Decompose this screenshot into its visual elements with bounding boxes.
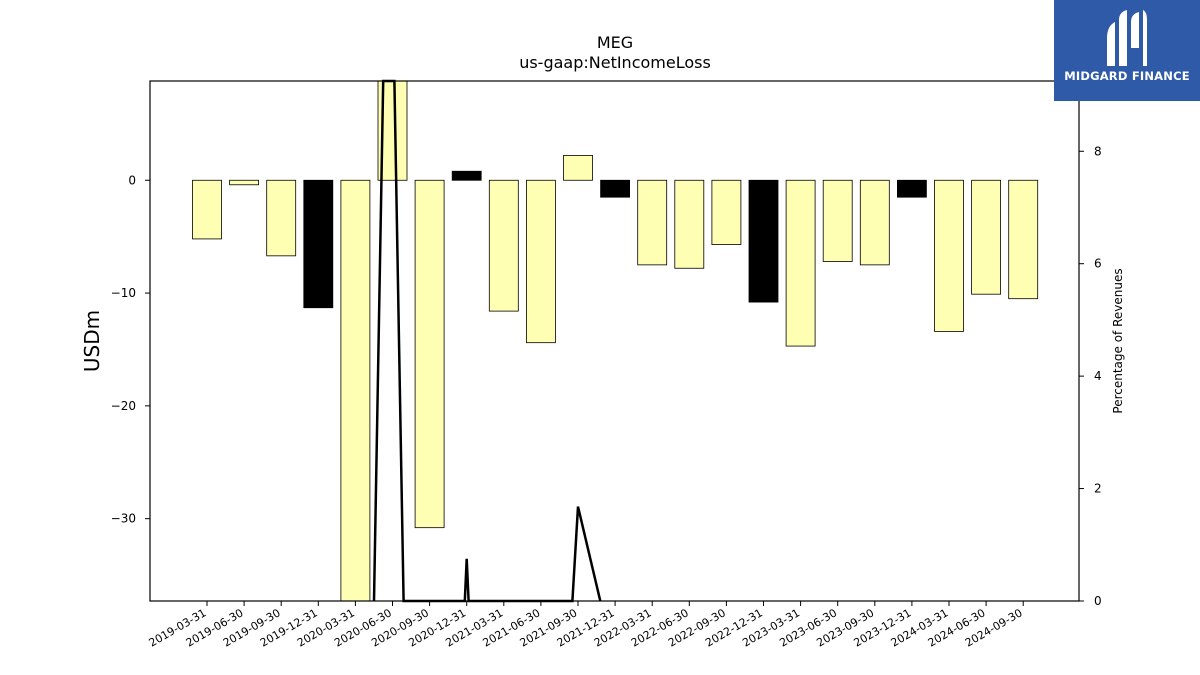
y-axis-right: 0 2 4 6 8 (1079, 144, 1102, 608)
y2-tick-label: 4 (1094, 369, 1102, 383)
bar-2024-06-30 (971, 179, 1001, 295)
bar-2023-03-31 (785, 179, 816, 347)
bar-2019-09-30 (266, 179, 297, 257)
bar-2021-09-30 (563, 155, 593, 181)
plot-frame (149, 80, 1080, 602)
bar-2023-12-31 (897, 179, 927, 198)
bar-2022-06-30 (674, 179, 705, 269)
bar-2021-06-30 (526, 179, 556, 344)
chart-title: MEG (597, 33, 633, 52)
y2-tick-label: 8 (1094, 144, 1102, 158)
logo-text: MIDGARD FINANCE (1064, 69, 1190, 83)
y-tick-label: −30 (111, 512, 136, 526)
bar-2020-03-31 (340, 179, 371, 602)
y-tick-label: −10 (111, 286, 136, 300)
x-axis: 2019-03-312019-06-302019-09-302019-12-31… (147, 601, 1025, 650)
y2-tick-label: 2 (1094, 482, 1102, 496)
bar-2020-12-31 (451, 170, 482, 181)
bar-2022-09-30 (711, 179, 742, 245)
y-axis-label: USDm (80, 310, 104, 372)
bar-2024-03-31 (934, 179, 964, 332)
bar-2020-09-30 (414, 179, 445, 529)
bar-2021-12-31 (600, 179, 630, 198)
midgard-logo-icon (1107, 10, 1147, 66)
midgard-finance-logo: MIDGARD FINANCE (1054, 0, 1200, 101)
bar-2019-12-31 (303, 179, 334, 309)
bar-2023-09-30 (859, 179, 890, 266)
y-tick-label: 0 (128, 173, 136, 187)
bar-2023-06-30 (822, 179, 853, 262)
bars-layer (192, 80, 1039, 602)
bar-2021-03-31 (488, 179, 519, 312)
y2-axis-label: Percentage of Revenues (1111, 268, 1125, 413)
bar-2022-03-31 (637, 179, 668, 266)
bar-2019-03-31 (192, 179, 222, 240)
bar-2024-09-30 (1008, 179, 1039, 300)
bar-2022-12-31 (748, 179, 779, 303)
y-axis-left: 0 −10 −20 −30 (111, 173, 150, 526)
y2-tick-label: 0 (1094, 594, 1102, 608)
y2-tick-label: 6 (1094, 257, 1102, 271)
bar-2019-06-30 (229, 179, 260, 186)
y-tick-label: −20 (111, 399, 136, 413)
chart-subtitle: us-gaap:NetIncomeLoss (519, 53, 711, 72)
